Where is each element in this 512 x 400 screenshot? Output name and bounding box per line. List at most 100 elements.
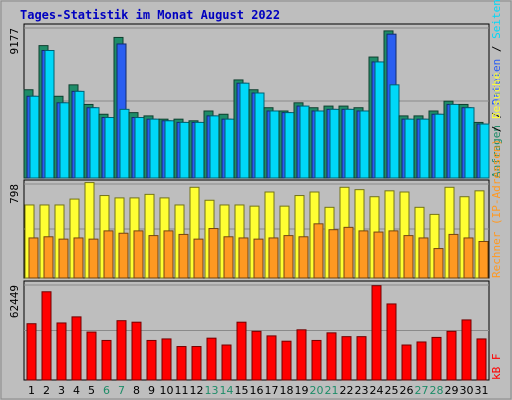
- chart-title: Tages-Statistik im Monat August 2022: [20, 8, 280, 22]
- bar-rechner-ip-adressen--day-27: [418, 237, 429, 279]
- bar-kb-f-day-3: [56, 322, 67, 381]
- bar-kb-f-day-8: [131, 321, 142, 381]
- bar-seiten-day-2: [44, 50, 55, 179]
- bar-seiten-day-31: [479, 123, 490, 179]
- bar-seiten-day-18: [284, 112, 295, 179]
- bar-rechner-ip-adressen--day-2: [43, 236, 54, 279]
- bar-rechner-ip-adressen--day-24: [373, 231, 384, 279]
- bar-kb-f-day-16: [251, 330, 262, 381]
- bar-kb-f-day-4: [71, 316, 82, 381]
- bar-seiten-day-27: [419, 118, 430, 179]
- bar-seiten-day-11: [179, 121, 190, 179]
- bar-seiten-day-12: [194, 121, 205, 179]
- panel-series-legend: kB F: [490, 354, 503, 381]
- bar-rechner-ip-adressen--day-22: [343, 226, 354, 279]
- bar-kb-f-day-13: [206, 337, 217, 381]
- bar-seiten-day-26: [404, 118, 415, 179]
- bar-rechner-ip-adressen--day-19: [298, 236, 309, 279]
- legend-segment: /: [490, 39, 503, 59]
- x-tick-label: 28: [430, 384, 444, 397]
- legend-segment: /: [490, 105, 503, 125]
- bar-seiten-day-15: [239, 82, 250, 179]
- x-tick-label: 13: [205, 384, 219, 397]
- bar-rechner-ip-adressen--day-18: [283, 235, 294, 279]
- bar-kb-f-day-7: [116, 320, 127, 381]
- x-axis-day-labels: 1 2 3 4 5 6 7 8 9 10 11 12 13 14 15 16 17 18 19 20 21 22 23 24 2…: [28, 384, 489, 397]
- bar-rechner-ip-adressen--day-30: [463, 237, 474, 279]
- bar-kb-f-day-27: [416, 341, 427, 381]
- x-tick-label: 12: [190, 384, 204, 397]
- x-tick-label: 16: [250, 384, 264, 397]
- bar-seiten-day-3: [59, 102, 70, 179]
- bar-kb-f-day-23: [356, 336, 367, 381]
- bar-kb-f-day-31: [476, 338, 487, 381]
- bar-rechner-ip-adressen--day-31: [478, 240, 489, 279]
- bar-kb-f-day-6: [101, 339, 112, 381]
- bar-rechner-ip-adressen--day-14: [223, 236, 234, 279]
- panel-max-label: 9177: [8, 28, 21, 55]
- bar-rechner-ip-adressen--day-6: [103, 230, 114, 279]
- legend-segment: /: [490, 119, 503, 139]
- bar-rechner-ip-adressen--day-21: [328, 229, 339, 279]
- bar-kb-f-day-24: [371, 285, 382, 381]
- legend-segment: Besuche: [490, 73, 503, 119]
- bar-rechner-ip-adressen--day-4: [73, 237, 84, 279]
- bar-seiten-day-1: [29, 95, 40, 179]
- x-tick-label: 19: [295, 384, 309, 397]
- bar-kb-f-day-22: [341, 336, 352, 381]
- bar-kb-f-day-12: [191, 346, 202, 381]
- bar-seiten-day-5: [89, 107, 100, 179]
- bar-seiten-day-16: [254, 92, 265, 179]
- bar-seiten-day-25: [389, 84, 400, 179]
- bar-seiten-day-13: [209, 115, 220, 179]
- x-tick-label: 11: [175, 384, 189, 397]
- bar-rechner-ip-adressen--day-20: [313, 223, 324, 279]
- panel-series-legend: Anfragen / Dateien / Seiten: [490, 0, 503, 178]
- bar-seiten-day-4: [74, 90, 85, 179]
- legend-segment: Seiten: [490, 0, 503, 39]
- bar-seiten-day-19: [299, 105, 310, 179]
- bar-rechner-ip-adressen--day-9: [148, 235, 159, 279]
- bar-seiten-day-17: [269, 110, 280, 179]
- bar-kb-f-day-2: [41, 291, 52, 381]
- bar-kb-f-day-26: [401, 344, 412, 381]
- bar-rechner-ip-adressen--day-23: [358, 230, 369, 279]
- panel-max-label: 62449: [8, 285, 21, 318]
- x-tick-label: 18: [280, 384, 294, 397]
- x-tick-label: 3: [58, 384, 65, 397]
- x-tick-label: 26: [400, 384, 414, 397]
- bar-rechner-ip-adressen--day-5: [88, 238, 99, 279]
- x-tick-label: 20: [310, 384, 324, 397]
- x-tick-label: 22: [340, 384, 354, 397]
- x-tick-label: 25: [385, 384, 399, 397]
- bar-rechner-ip-adressen--day-16: [253, 238, 264, 279]
- bar-rechner-ip-adressen--day-10: [163, 230, 174, 279]
- bar-seiten-day-14: [224, 118, 235, 179]
- x-tick-label: 17: [265, 384, 279, 397]
- bar-kb-f-day-11: [176, 346, 187, 381]
- bar-rechner-ip-adressen--day-8: [133, 230, 144, 279]
- bar-seiten-day-8: [134, 117, 145, 179]
- x-tick-label: 9: [148, 384, 155, 397]
- bar-rechner-ip-adressen--day-29: [448, 233, 459, 279]
- bar-kb-f-day-20: [311, 339, 322, 381]
- bar-rechner-ip-adressen--day-3: [58, 238, 69, 279]
- x-tick-label: 7: [118, 384, 125, 397]
- panel-2: 798 Rechner (IP-Adressen) / Besuche: [8, 73, 503, 279]
- bar-rechner-ip-adressen--day-25: [388, 230, 399, 279]
- bar-seiten-day-24: [374, 61, 385, 179]
- legend-segment: Rechner (IP-Adressen): [490, 139, 503, 278]
- bar-seiten-day-7: [119, 108, 130, 179]
- x-tick-label: 4: [73, 384, 80, 397]
- bar-kb-f-day-25: [386, 303, 397, 381]
- x-tick-label: 29: [445, 384, 459, 397]
- bar-kb-f-day-28: [431, 336, 442, 381]
- x-tick-label: 31: [475, 384, 489, 397]
- bar-kb-f-day-30: [461, 319, 472, 381]
- bar-kb-f-day-10: [161, 338, 172, 381]
- bar-seiten-day-29: [449, 103, 460, 179]
- legend-segment: Dateien: [490, 59, 503, 105]
- x-tick-label: 2: [43, 384, 50, 397]
- panel-series-legend: Rechner (IP-Adressen) / Besuche: [490, 73, 503, 278]
